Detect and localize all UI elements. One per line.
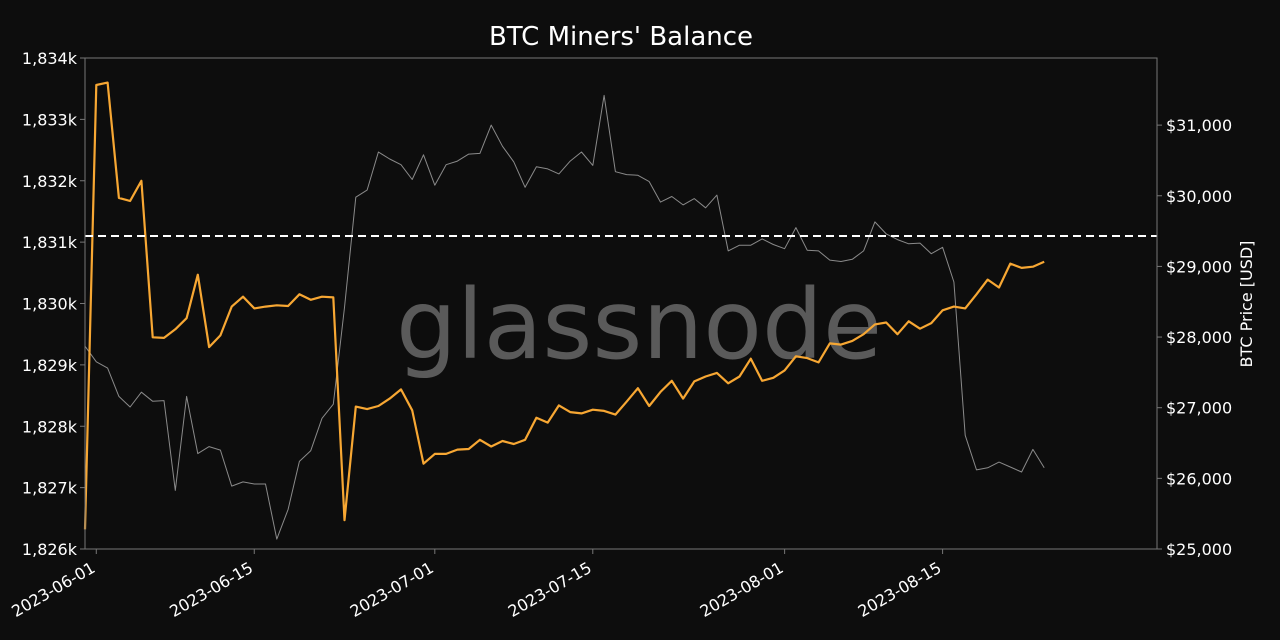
left-tick-label: 1,828k bbox=[22, 417, 78, 436]
left-tick-label: 1,833k bbox=[22, 110, 78, 129]
watermark-logo: glassnode bbox=[396, 269, 882, 381]
chart-title: BTC Miners' Balance bbox=[489, 22, 753, 52]
right-tick-label: $26,000 bbox=[1166, 469, 1232, 488]
right-tick-label: $27,000 bbox=[1166, 399, 1232, 418]
right-tick-label: $29,000 bbox=[1166, 257, 1232, 276]
right-axis-label: BTC Price [USD] bbox=[1237, 241, 1256, 368]
right-tick-label: $25,000 bbox=[1166, 540, 1232, 559]
btc-price-line bbox=[84, 94, 1045, 540]
right-tick-label: $31,000 bbox=[1166, 116, 1232, 135]
right-tick-label: $30,000 bbox=[1166, 187, 1232, 206]
left-tick-label: 1,829k bbox=[22, 356, 78, 375]
balance-series-layer bbox=[83, 81, 1045, 530]
left-tick-label: 1,832k bbox=[22, 172, 78, 191]
left-tick-label: 1,827k bbox=[22, 479, 78, 498]
left-tick-label: 1,826k bbox=[22, 540, 78, 559]
right-tick-label: $28,000 bbox=[1166, 328, 1232, 347]
left-axis: 1,826k 1,827k 1,828k 1,829k 1,830k 1,831k 1,83… bbox=[22, 49, 85, 559]
miners-balance-line bbox=[83, 81, 1045, 530]
price-series-layer bbox=[84, 94, 1045, 540]
left-tick-label: 1,830k bbox=[22, 295, 78, 314]
left-tick-label: 1,831k bbox=[22, 233, 78, 252]
right-axis: $25,000 $26,000 $27,000 $28,000 $29,000 $30,0… bbox=[1157, 116, 1232, 559]
left-tick-label: 1,834k bbox=[22, 49, 78, 68]
